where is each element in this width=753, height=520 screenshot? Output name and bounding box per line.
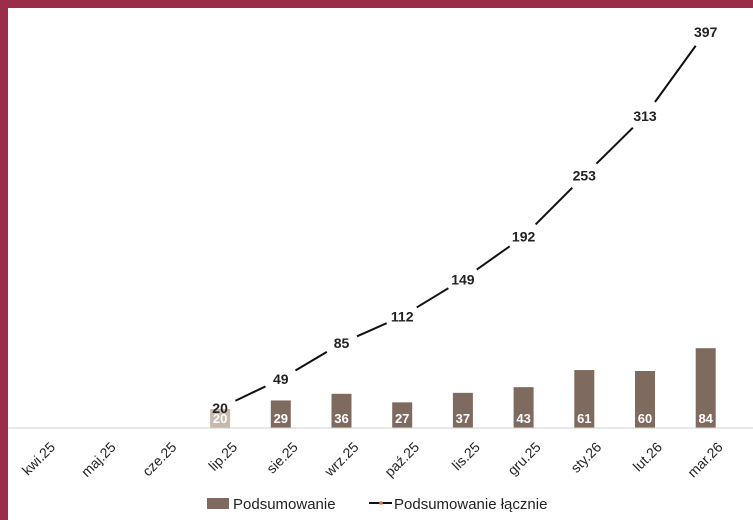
- line-segment-gru.25: [534, 186, 574, 226]
- line-data-labels: 20 49 85 112 149 192 253 313 397: [212, 24, 717, 416]
- x-tick-maj.25: maj.25: [78, 439, 119, 480]
- line-label-paź.25: 112: [391, 308, 414, 324]
- legend-bar-label: Podsumowanie: [233, 496, 336, 513]
- line-segment-sie.25: [294, 351, 328, 372]
- line-segment-wrz.25: [356, 322, 388, 338]
- bar-paź.25: [392, 402, 413, 428]
- line-segment-lip.25: [235, 385, 266, 402]
- line-series: [235, 45, 697, 402]
- bar-label-lis.25: 37: [456, 411, 470, 426]
- bar-mar.26: [695, 348, 716, 428]
- line-label-sty.26: 253: [573, 168, 597, 184]
- bar-wrz.25: [331, 393, 352, 428]
- line-segment-lut.26: [654, 45, 697, 103]
- x-tick-kwi.25: kwi.25: [19, 439, 59, 479]
- legend-line-label: Podsumowanie łącznie: [394, 496, 547, 513]
- bar-data-labels: 20 29 36 27 37 43 61 60 84: [213, 411, 714, 426]
- line-label-mar.26: 397: [694, 24, 718, 40]
- bar-label-sty.26: 61: [577, 411, 591, 426]
- chart-frame: 20 29 36 27 37 43 61 60 84 20 49 85 112 149 192 253 313…: [8, 8, 753, 520]
- x-tick-sty.26: sty.26: [567, 439, 604, 476]
- x-tick-sie.25: sie.25: [263, 439, 301, 477]
- line-label-lip.25: 20: [212, 400, 228, 416]
- line-label-lut.26: 313: [633, 108, 657, 124]
- legend-line-marker: [379, 501, 383, 505]
- bar-lut.26: [635, 371, 655, 428]
- bar-lip.25: [210, 409, 231, 428]
- bar-label-gru.25: 43: [516, 411, 530, 426]
- x-tick-cze.25: cze.25: [139, 439, 180, 480]
- x-tick-labels: kwi.25 maj.25 cze.25 lip.25 sie.25 wrz.25 paź.…: [19, 439, 726, 481]
- bar-label-lip.25: 20: [213, 411, 227, 426]
- x-tick-lis.25: lis.25: [449, 439, 484, 474]
- bar-sty.26: [574, 370, 595, 428]
- bar-label-mar.26: 84: [698, 411, 713, 426]
- x-tick-mar.26: mar.26: [684, 439, 726, 481]
- bar-series: [210, 348, 716, 428]
- bar-label-wrz.25: 36: [334, 411, 348, 426]
- chart: 20 29 36 27 37 43 61 60 84 20 49 85 112 149 192 253 313…: [8, 24, 753, 513]
- x-tick-paź.25: paź.25: [381, 439, 422, 480]
- bar-sie.25: [270, 400, 291, 428]
- line-segment-paź.25: [416, 287, 449, 309]
- line-segment-sty.26: [595, 127, 634, 165]
- x-tick-gru.25: gru.25: [504, 439, 544, 479]
- line-label-lis.25: 149: [451, 271, 475, 287]
- bar-label-lut.26: 60: [638, 411, 652, 426]
- line-label-wrz.25: 85: [334, 335, 350, 351]
- bar-gru.25: [513, 387, 534, 428]
- bar-label-sie.25: 29: [274, 411, 288, 426]
- x-tick-lut.26: lut.26: [630, 439, 666, 475]
- bar-lis.25: [452, 392, 473, 428]
- x-tick-wrz.25: wrz.25: [320, 439, 361, 480]
- legend-bar-swatch: [207, 498, 229, 509]
- x-tick-lip.25: lip.25: [205, 439, 240, 474]
- legend: Podsumowanie Podsumowanie łącznie: [207, 496, 547, 513]
- line-segment-lis.25: [476, 245, 511, 271]
- line-label-sie.25: 49: [273, 371, 289, 387]
- bar-label-paź.25: 27: [395, 411, 409, 426]
- line-label-gru.25: 192: [512, 228, 536, 244]
